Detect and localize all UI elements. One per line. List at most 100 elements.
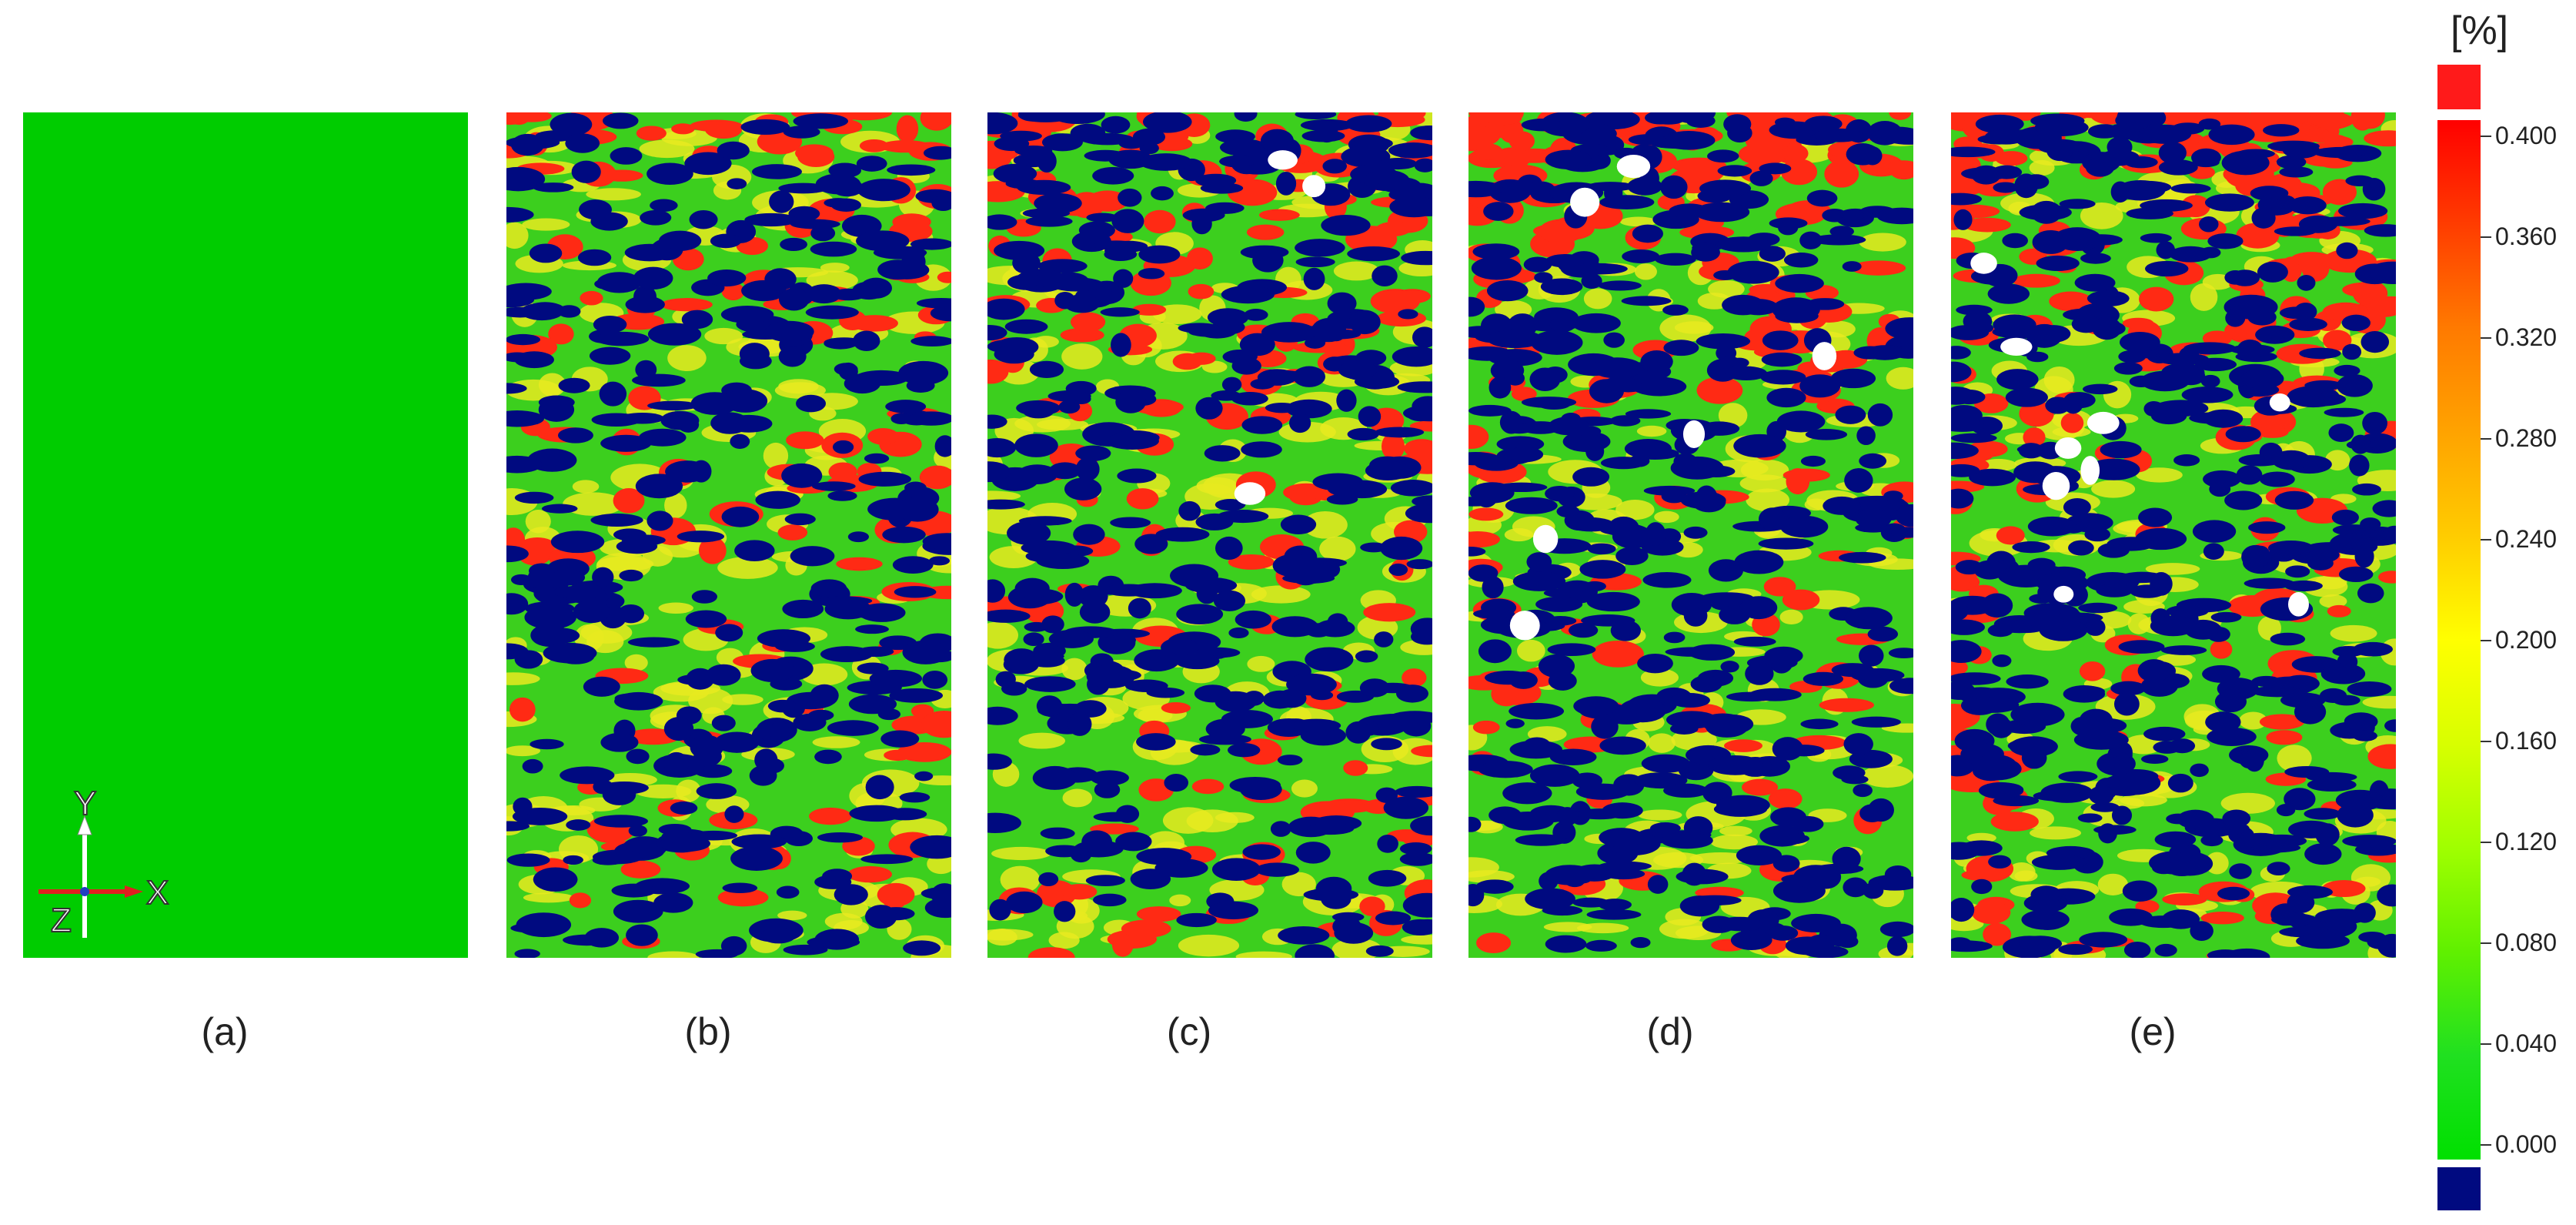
strain-patch-blue <box>1655 253 1696 266</box>
strain-patch-red <box>2023 427 2046 447</box>
strain-patch-blue <box>2176 597 2232 613</box>
strain-patch-blue <box>1545 149 1592 169</box>
strain-patch-blue <box>1951 192 1983 206</box>
strain-patch-blue <box>1048 629 1094 648</box>
strain-patch-blue <box>751 164 802 179</box>
strain-patch-blue <box>910 336 951 347</box>
strain-patch-red <box>1961 869 2002 881</box>
strain-patch-yellow <box>506 672 540 685</box>
strain-patch-blue <box>1663 783 1709 798</box>
strain-patch-blue <box>793 113 849 129</box>
strain-patch-blue <box>790 546 835 567</box>
strain-patch-blue <box>670 801 698 815</box>
legend-tick-mark <box>2481 640 2491 641</box>
strain-patch-yellow <box>2030 826 2082 840</box>
strain-patch-yellow <box>664 492 687 519</box>
strain-patch-blue <box>1612 381 1645 393</box>
strain-patch-yellow <box>2362 695 2396 709</box>
strain-patch-blue <box>2298 215 2338 233</box>
strain-patch-blue <box>1007 520 1051 545</box>
strain-patch-blue <box>2154 943 2177 957</box>
strain-patch-blue <box>1113 269 1134 288</box>
strain-patch-blue <box>1295 256 1335 268</box>
strain-patch-blue <box>602 112 639 129</box>
strain-patch-blue <box>1488 377 1512 399</box>
strain-patch-blue <box>2190 921 2213 941</box>
strain-patch-blue <box>1984 129 2027 145</box>
strain-patch-yellow <box>2097 873 2128 895</box>
strain-patch-yellow <box>639 139 695 159</box>
strain-patch-red <box>1592 640 1644 668</box>
strain-patch-blue <box>1841 209 1865 222</box>
missing-data-hole <box>2054 437 2082 459</box>
strain-patch-red <box>1394 289 1431 304</box>
strain-patch-blue <box>722 882 758 894</box>
strain-patch-red <box>620 860 661 879</box>
strain-patch-yellow <box>2257 616 2281 641</box>
strain-patch-blue <box>1545 935 1587 953</box>
strain-patch-blue <box>614 691 663 711</box>
strain-patch-blue <box>1806 934 1835 954</box>
strain-patch-blue <box>1545 486 1575 502</box>
strain-patch-red <box>705 120 742 139</box>
strain-patch-blue <box>1345 115 1392 132</box>
strain-patch-blue <box>782 599 824 618</box>
strain-patch-red <box>1381 432 1405 460</box>
strain-patch-blue <box>1221 285 1275 304</box>
strain-patch-blue <box>1139 142 1159 155</box>
strain-patch-red <box>1132 303 1167 316</box>
strain-patch-blue <box>899 792 931 803</box>
strain-patch-blue <box>2236 465 2263 485</box>
strain-patch-blue <box>2372 500 2396 517</box>
strain-patch-red <box>1343 760 1368 776</box>
strain-patch-blue <box>2244 577 2295 589</box>
strain-patch-blue <box>1951 640 1982 664</box>
strain-patch-blue <box>1883 490 1903 501</box>
strain-patch-red <box>1990 812 2039 832</box>
strain-patch-blue <box>1241 441 1282 458</box>
missing-data-hole <box>2087 411 2120 434</box>
strain-patch-blue <box>2100 440 2142 459</box>
strain-patch-blue <box>2098 823 2117 844</box>
strain-patch-blue <box>1104 245 1137 256</box>
strain-patch-blue <box>717 141 750 160</box>
strain-patch-blue <box>1772 855 1800 872</box>
strain-patch-blue <box>2006 674 2049 689</box>
strain-patch-blue <box>2377 884 2396 907</box>
strain-patch-yellow <box>624 654 648 671</box>
strain-patch-yellow <box>658 602 694 614</box>
strain-patch-blue <box>2341 314 2371 332</box>
strain-patch-blue <box>2335 789 2384 812</box>
strain-patch-blue <box>1295 112 1337 119</box>
strain-patch-blue <box>596 272 642 293</box>
strain-patch-blue <box>987 112 1018 135</box>
strain-patch-blue <box>514 650 543 669</box>
strain-patch-blue <box>1587 543 1616 555</box>
strain-patch-blue <box>2324 407 2364 417</box>
strain-patch-blue <box>529 563 555 579</box>
strain-patch-blue <box>2027 557 2056 572</box>
strain-patch-blue <box>1211 858 1261 881</box>
strain-patch-blue <box>1401 715 1432 737</box>
strain-patch-blue <box>2161 363 2205 383</box>
strain-patch-blue <box>1004 319 1048 334</box>
strain-patch-blue <box>865 775 894 800</box>
strain-patch-blue <box>1697 465 1736 477</box>
strain-patch-blue <box>1111 333 1131 357</box>
strain-patch-blue <box>1619 698 1667 723</box>
strain-patch-blue <box>2354 263 2395 285</box>
strain-patch-blue <box>2030 885 2063 904</box>
strain-patch-blue <box>2257 261 2288 283</box>
strain-patch-blue <box>1545 615 1577 626</box>
strain-patch-blue <box>2320 663 2366 684</box>
strain-patch-red <box>777 524 808 541</box>
strain-patch-blue <box>1886 935 1908 956</box>
strain-patch-blue <box>1713 269 1738 280</box>
strain-patch-blue <box>781 463 823 488</box>
strain-patch-blue <box>2030 200 2063 224</box>
strain-patch-blue <box>624 243 675 262</box>
strain-patch-blue <box>1468 346 1514 361</box>
strain-patch-blue <box>987 214 1017 230</box>
strain-patch-blue <box>1515 834 1568 846</box>
strain-patch-blue <box>1993 182 2019 193</box>
